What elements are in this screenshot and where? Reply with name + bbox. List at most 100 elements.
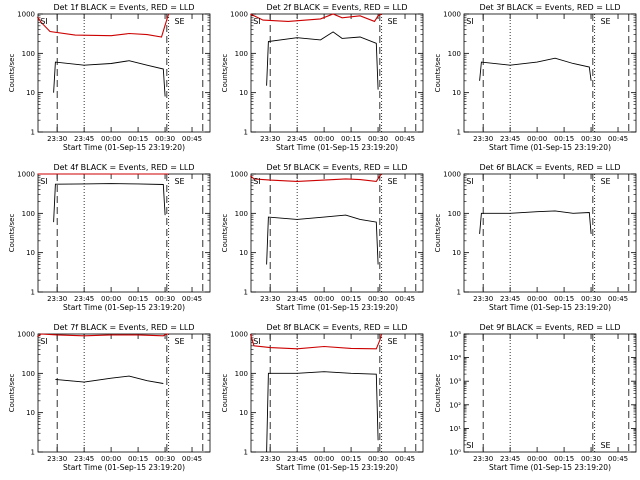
x-tick-label: 00:45 xyxy=(395,295,415,303)
x-tick-label: 00:30 xyxy=(155,295,175,303)
x-tick-label: 00:00 xyxy=(101,455,121,463)
x-tick-label: 23:45 xyxy=(74,135,94,143)
lld-series-line xyxy=(249,333,383,350)
y-tick-label: 10¹ xyxy=(449,425,461,433)
flag-se-label: SE xyxy=(387,177,397,186)
lld-series-line xyxy=(250,173,382,182)
events-series-line xyxy=(266,371,379,453)
x-tick-label: 00:00 xyxy=(314,455,334,463)
chart-panel-8: Det 8f BLACK = Events, RED = LLD 1 10 100 10… xyxy=(221,323,424,472)
y-tick-label: 100 xyxy=(22,50,35,58)
x-tick-label: 00:45 xyxy=(395,135,415,143)
chart-panel-2: Det 2f BLACK = Events, RED = LLD 1 10 100 10… xyxy=(221,3,424,152)
x-axis-label: Start Time (01-Sep-15 23:19:20) xyxy=(276,303,398,312)
x-tick-label: 00:15 xyxy=(554,455,574,463)
y-tick-label: 10 xyxy=(239,409,248,417)
x-axis-label: Start Time (01-Sep-15 23:19:20) xyxy=(489,143,611,152)
x-tick-label: 00:00 xyxy=(527,455,547,463)
x-tick-label: 23:45 xyxy=(74,295,94,303)
chart-title: Det 9f BLACK = Events, RED = LLD xyxy=(479,323,620,332)
y-axis-label: Counts/sec xyxy=(8,214,16,253)
chart-panel-5: Det 5f BLACK = Events, RED = LLD 1 10 100 10… xyxy=(221,163,424,312)
chart-title: Det 7f BLACK = Events, RED = LLD xyxy=(53,323,194,332)
events-series-line xyxy=(53,183,166,223)
events-series-line xyxy=(479,57,592,81)
x-axis-label: Start Time (01-Sep-15 23:19:20) xyxy=(276,463,398,472)
y-tick-label: 10 xyxy=(452,89,461,97)
x-axis-label: Start Time (01-Sep-15 23:19:20) xyxy=(489,463,611,472)
x-tick-label: 00:45 xyxy=(608,295,628,303)
flag-si-label: SI xyxy=(40,177,47,186)
x-tick-label: 23:45 xyxy=(500,135,520,143)
x-tick-label: 23:30 xyxy=(473,455,493,463)
chart-panel-7: Det 7f BLACK = Events, RED = LLD 1 10 100 10… xyxy=(8,323,211,472)
x-tick-label: 23:30 xyxy=(47,135,67,143)
y-tick-label: 100 xyxy=(22,210,35,218)
x-tick-label: 00:15 xyxy=(128,295,148,303)
y-axis-label: Counts/sec xyxy=(434,214,442,253)
flag-si-label: SI xyxy=(253,17,260,26)
x-tick-label: 00:30 xyxy=(368,135,388,143)
plot-frame xyxy=(463,13,637,133)
plot-frame xyxy=(250,333,424,453)
plot-frame xyxy=(37,13,211,133)
x-tick-label: 00:15 xyxy=(341,295,361,303)
x-tick-label: 23:30 xyxy=(47,455,67,463)
x-tick-label: 00:30 xyxy=(368,295,388,303)
x-tick-label: 00:00 xyxy=(527,135,547,143)
chart-title: Det 5f BLACK = Events, RED = LLD xyxy=(266,163,407,172)
flag-se-label: SE xyxy=(174,337,184,346)
plot-frame xyxy=(250,173,424,293)
x-tick-label: 23:45 xyxy=(287,455,307,463)
x-axis-label: Start Time (01-Sep-15 23:19:20) xyxy=(63,303,185,312)
flag-si-label: SI xyxy=(40,17,47,26)
chart-panel-6: Det 6f BLACK = Events, RED = LLD 1 10 100 10… xyxy=(434,163,637,312)
x-tick-label: 23:45 xyxy=(287,135,307,143)
chart-panel-9: Det 9f BLACK = Events, RED = LLD 10⁰ 10¹ 10… xyxy=(434,323,637,472)
flag-si-label: SI xyxy=(466,177,473,186)
x-tick-label: 00:00 xyxy=(527,295,547,303)
events-series-line xyxy=(479,210,592,234)
x-tick-label: 00:00 xyxy=(101,295,121,303)
x-tick-label: 00:30 xyxy=(368,455,388,463)
chart-title: Det 3f BLACK = Events, RED = LLD xyxy=(479,3,620,12)
x-tick-label: 23:45 xyxy=(500,295,520,303)
y-tick-label: 1 xyxy=(31,129,35,137)
x-tick-label: 00:30 xyxy=(155,455,175,463)
y-axis-label: Counts/sec xyxy=(8,374,16,413)
chart-title: Det 1f BLACK = Events, RED = LLD xyxy=(53,3,194,12)
x-tick-label: 00:15 xyxy=(554,135,574,143)
x-tick-label: 00:15 xyxy=(128,135,148,143)
x-tick-label: 23:30 xyxy=(473,295,493,303)
y-tick-label: 10 xyxy=(239,249,248,257)
plot-frame xyxy=(463,333,637,453)
y-tick-label: 10³ xyxy=(449,378,461,386)
chart-panel-3: Det 3f BLACK = Events, RED = LLD 1 10 100 10… xyxy=(434,3,637,152)
chart-panel-4: Det 4f BLACK = Events, RED = LLD 1 10 100 10… xyxy=(8,163,211,312)
lld-series-line xyxy=(36,13,170,38)
flag-si-label: SI xyxy=(253,337,260,346)
flag-se-label: SE xyxy=(600,17,610,26)
y-tick-label: 1 xyxy=(457,129,461,137)
y-tick-label: 100 xyxy=(235,370,248,378)
x-tick-label: 00:45 xyxy=(182,295,202,303)
x-tick-label: 23:45 xyxy=(500,455,520,463)
flag-si-label: SI xyxy=(40,337,47,346)
events-series-line xyxy=(266,31,379,90)
x-tick-label: 00:45 xyxy=(395,455,415,463)
x-tick-label: 00:45 xyxy=(608,455,628,463)
y-tick-label: 10 xyxy=(239,89,248,97)
plot-frame xyxy=(250,13,424,133)
chart-title: Det 2f BLACK = Events, RED = LLD xyxy=(266,3,407,12)
y-tick-label: 100 xyxy=(235,210,248,218)
y-tick-label: 1 xyxy=(244,449,248,457)
y-tick-label: 10⁰ xyxy=(449,449,461,457)
flag-se-label: SE xyxy=(174,177,184,186)
events-series-line xyxy=(266,214,379,265)
y-tick-label: 100 xyxy=(22,370,35,378)
chart-title: Det 8f BLACK = Events, RED = LLD xyxy=(266,323,407,332)
flag-se-label: SE xyxy=(174,17,184,26)
y-tick-label: 100 xyxy=(448,50,461,58)
x-tick-label: 23:30 xyxy=(260,455,280,463)
events-series-line xyxy=(53,60,166,97)
